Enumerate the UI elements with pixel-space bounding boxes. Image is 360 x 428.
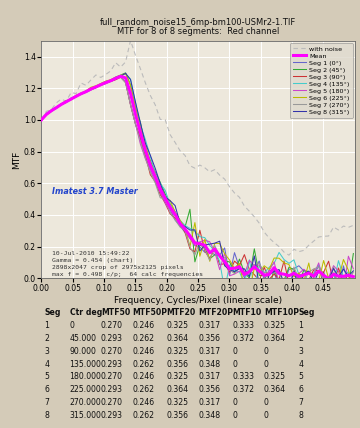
Text: 0.262: 0.262 [132, 360, 154, 369]
Text: 0.372: 0.372 [233, 334, 255, 343]
Text: 0.325: 0.325 [264, 321, 286, 330]
Text: 0: 0 [233, 398, 237, 407]
Text: 0.262: 0.262 [132, 410, 154, 419]
Text: 3: 3 [298, 347, 303, 356]
Text: 0.356: 0.356 [198, 334, 220, 343]
Text: 8: 8 [298, 410, 303, 419]
Text: 0: 0 [233, 410, 237, 419]
Text: 0.356: 0.356 [167, 360, 189, 369]
Text: 0.317: 0.317 [198, 398, 220, 407]
Text: full_random_noise15_6mp-bm100-USMr2-1.TIF: full_random_noise15_6mp-bm100-USMr2-1.TI… [100, 18, 296, 27]
X-axis label: Frequency, Cycles/Pixel (linear scale): Frequency, Cycles/Pixel (linear scale) [114, 296, 282, 305]
Text: 45.000: 45.000 [69, 334, 96, 343]
Text: 1: 1 [298, 321, 303, 330]
Text: 0.270: 0.270 [101, 372, 123, 381]
Text: 6: 6 [45, 385, 49, 394]
Text: 0.270: 0.270 [101, 347, 123, 356]
Text: 0.262: 0.262 [132, 385, 154, 394]
Text: 0.364: 0.364 [167, 334, 189, 343]
Text: 0.270: 0.270 [101, 398, 123, 407]
Text: Seg: Seg [298, 309, 315, 318]
Text: 4: 4 [45, 360, 50, 369]
Text: 3: 3 [45, 347, 49, 356]
Text: 0.246: 0.246 [132, 398, 154, 407]
Text: 0.293: 0.293 [101, 334, 123, 343]
Text: 0.356: 0.356 [167, 410, 189, 419]
Text: 0: 0 [264, 398, 269, 407]
Text: 270.000: 270.000 [69, 398, 101, 407]
Text: 0.348: 0.348 [198, 410, 220, 419]
Text: 90.000: 90.000 [69, 347, 96, 356]
Text: 0.270: 0.270 [101, 321, 123, 330]
Text: 0: 0 [233, 360, 237, 369]
Text: 0.356: 0.356 [198, 385, 220, 394]
Text: 8: 8 [45, 410, 49, 419]
Text: 0.348: 0.348 [198, 360, 220, 369]
Text: 0.317: 0.317 [198, 321, 220, 330]
Text: MTF10: MTF10 [233, 309, 262, 318]
Text: MTF50: MTF50 [101, 309, 130, 318]
Text: 4: 4 [298, 360, 303, 369]
Text: 10-Jul-2010 15:49:22
Gamma = 0.454 (chart)
2898x2047 crop of 2975x2125 pixels
ma: 10-Jul-2010 15:49:22 Gamma = 0.454 (char… [52, 251, 203, 277]
Text: MTF for 8 of 8 segments:  Red channel: MTF for 8 of 8 segments: Red channel [117, 27, 279, 36]
Text: 0.317: 0.317 [198, 347, 220, 356]
Text: 0.325: 0.325 [264, 372, 286, 381]
Y-axis label: MTF: MTF [12, 150, 21, 169]
Text: 6: 6 [298, 385, 303, 394]
Text: 0.317: 0.317 [198, 372, 220, 381]
Text: Seg: Seg [45, 309, 61, 318]
Text: 2: 2 [298, 334, 303, 343]
Text: 0.333: 0.333 [233, 321, 255, 330]
Text: Imatest 3.7 Master: Imatest 3.7 Master [52, 187, 138, 196]
Text: 0.325: 0.325 [167, 347, 189, 356]
Text: 0.325: 0.325 [167, 321, 189, 330]
Text: 0: 0 [264, 360, 269, 369]
Text: 225.000: 225.000 [69, 385, 101, 394]
Text: 180.000: 180.000 [69, 372, 102, 381]
Text: 0.372: 0.372 [233, 385, 255, 394]
Text: 0.325: 0.325 [167, 398, 189, 407]
Text: 0.333: 0.333 [233, 372, 255, 381]
Legend: with noise, Mean, Seg 1 (0°), Seg 2 (45°), Seg 3 (90°), Seg 4 (135°), Seg 5 (180: with noise, Mean, Seg 1 (0°), Seg 2 (45°… [290, 42, 353, 118]
Text: 0: 0 [264, 410, 269, 419]
Text: MTF20: MTF20 [167, 309, 196, 318]
Text: 0.246: 0.246 [132, 347, 154, 356]
Text: MTF20P: MTF20P [198, 309, 233, 318]
Text: 7: 7 [298, 398, 303, 407]
Text: 0.364: 0.364 [264, 334, 286, 343]
Text: 315.000: 315.000 [69, 410, 102, 419]
Text: 0.246: 0.246 [132, 321, 154, 330]
Text: 0.246: 0.246 [132, 372, 154, 381]
Text: 0.364: 0.364 [264, 385, 286, 394]
Text: 0.293: 0.293 [101, 385, 123, 394]
Text: 5: 5 [45, 372, 49, 381]
Text: 1: 1 [45, 321, 50, 330]
Text: 0.293: 0.293 [101, 410, 123, 419]
Text: 135.000: 135.000 [69, 360, 102, 369]
Text: 0: 0 [233, 347, 237, 356]
Text: 2: 2 [45, 334, 49, 343]
Text: 0: 0 [264, 347, 269, 356]
Text: 7: 7 [45, 398, 49, 407]
Text: 0.364: 0.364 [167, 385, 189, 394]
Text: MTF10P: MTF10P [264, 309, 299, 318]
Text: 0.262: 0.262 [132, 334, 154, 343]
Text: Ctr deg: Ctr deg [69, 309, 102, 318]
Text: 0.293: 0.293 [101, 360, 123, 369]
Text: MTF50P: MTF50P [132, 309, 167, 318]
Text: 5: 5 [298, 372, 303, 381]
Text: 0: 0 [69, 321, 75, 330]
Text: 0.325: 0.325 [167, 372, 189, 381]
